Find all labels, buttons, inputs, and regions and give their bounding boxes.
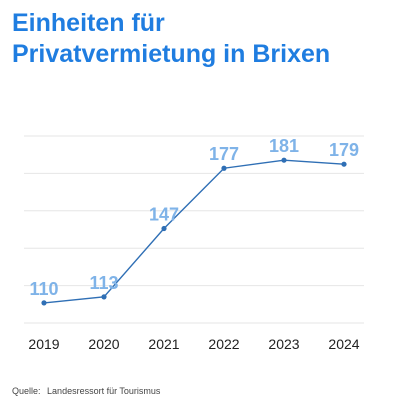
x-tick-labels: 2019 2020 2021 2022 2023 2024: [28, 336, 359, 352]
x-tick-label: 2020: [88, 336, 119, 352]
data-label: 179: [329, 140, 359, 160]
x-tick-label: 2022: [208, 336, 239, 352]
data-labels: 110 113 147 177 181 179: [29, 136, 359, 299]
source-note: Quelle: Landesressort für Tourismus: [12, 386, 160, 396]
x-tick-label: 2021: [148, 336, 179, 352]
data-point: [341, 161, 347, 167]
data-label: 110: [29, 279, 58, 299]
data-label: 177: [209, 144, 239, 164]
chart-title-line-1: Einheiten für: [12, 9, 165, 37]
data-label: 113: [89, 273, 118, 293]
source-text: Landesressort für Tourismus: [47, 386, 161, 396]
x-tick-label: 2019: [28, 336, 59, 352]
chart-title-line-2: Privatvermietung in Brixen: [12, 40, 331, 68]
data-point: [281, 157, 287, 163]
grid-lines: [24, 135, 364, 324]
x-tick-label: 2024: [328, 336, 359, 352]
chart-title: Einheiten für Privatvermietung in Brixen: [12, 8, 392, 70]
series-line-layer: [43, 159, 345, 304]
data-label: 181: [269, 136, 299, 156]
data-point: [101, 294, 107, 300]
x-tick-label: 2023: [268, 336, 299, 352]
source-label: Quelle:: [12, 386, 41, 396]
data-label: 147: [149, 205, 179, 225]
data-point: [41, 300, 47, 306]
data-points: [41, 157, 347, 306]
data-point: [161, 225, 167, 232]
data-point: [221, 165, 227, 171]
series-line: [43, 159, 345, 304]
